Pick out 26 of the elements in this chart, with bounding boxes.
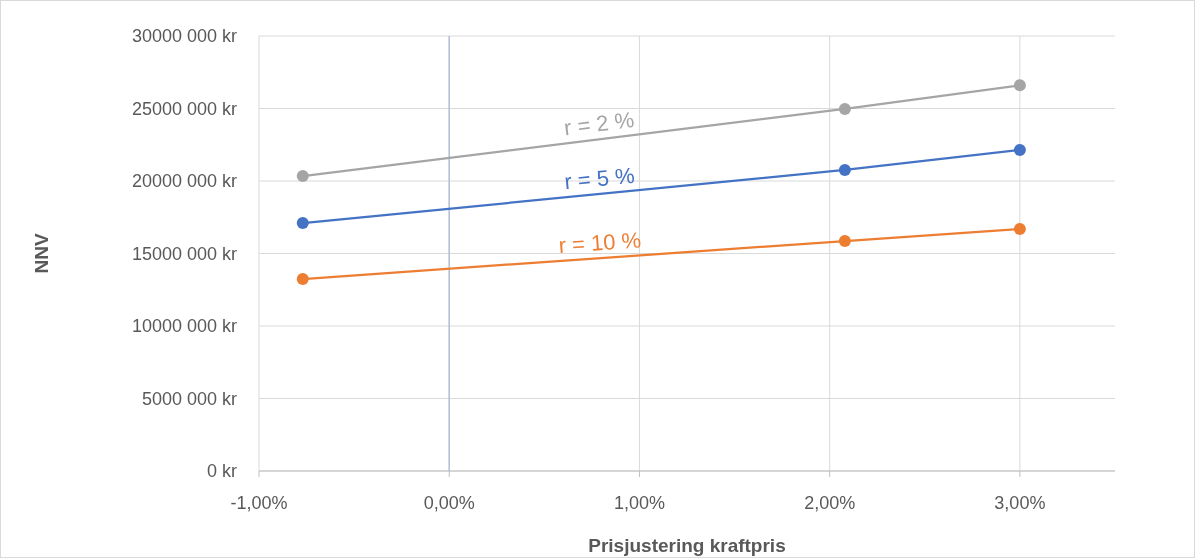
y-tick-label: 5000 000 kr — [141, 388, 237, 409]
x-tick-label: 2,00% — [804, 493, 856, 513]
point — [296, 217, 309, 230]
point — [1013, 143, 1026, 156]
text: r = 5 % — [563, 162, 636, 195]
x-tick-label: 3,00% — [994, 493, 1046, 513]
x-tick-label: 1,00% — [613, 493, 665, 513]
text: r = 2 % — [562, 107, 636, 141]
series-label: r = 10 % — [557, 227, 642, 259]
point — [1013, 223, 1026, 235]
y-tick-label: 25000 000 kr — [131, 98, 237, 119]
point — [838, 102, 851, 115]
x-tick-label: -1,00% — [230, 493, 288, 513]
y-axis-title: NNV — [31, 233, 52, 274]
x-tick-label: 0,00% — [423, 493, 475, 513]
point — [296, 170, 309, 183]
point — [1013, 79, 1026, 92]
point — [296, 273, 309, 286]
y-tick-label: 0 kr — [206, 461, 237, 481]
point — [838, 163, 851, 176]
point — [838, 235, 851, 248]
y-tick-label: 15000 000 kr — [131, 243, 237, 264]
y-tick-label: 20000 000 kr — [131, 171, 237, 191]
y-tick-label: 10000 000 kr — [131, 316, 237, 336]
x-axis-title: Prisjustering kraftpris — [588, 535, 786, 556]
y-tick-label: 30000 000 kr — [131, 26, 237, 46]
